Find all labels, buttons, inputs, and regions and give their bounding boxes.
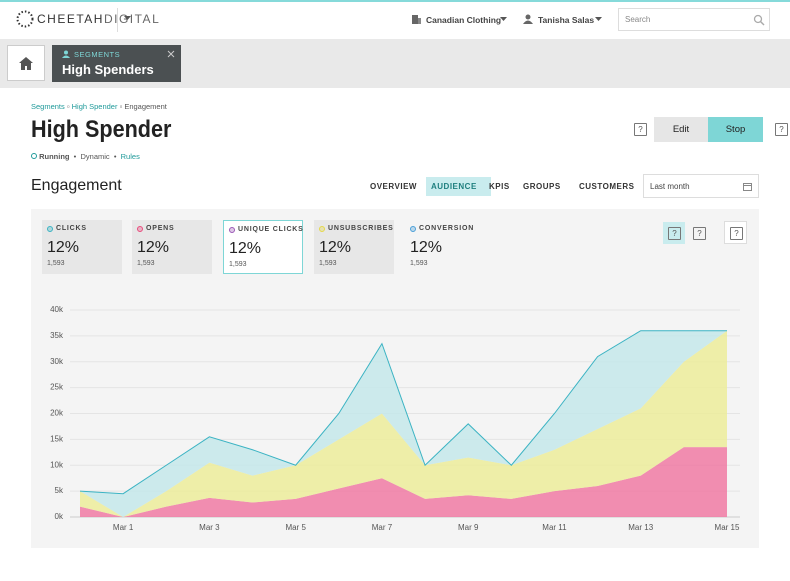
metric-card[interactable]: OPENS 12% 1,593 xyxy=(132,220,212,274)
x-tick-label: Mar 3 xyxy=(199,523,220,532)
breadcrumb: Segments ▫ High Spender ▫ Engagement xyxy=(31,102,167,111)
y-tick-label: 25k xyxy=(50,383,64,392)
metric-dot xyxy=(137,226,143,232)
metric-dot xyxy=(229,227,235,233)
metric-label: CLICKS xyxy=(56,225,87,232)
metric-card[interactable]: CLICKS 12% 1,593 xyxy=(42,220,122,274)
metric-dot xyxy=(410,226,416,232)
tab-label: SEGMENTS xyxy=(74,50,121,59)
building-icon xyxy=(412,15,421,24)
metric-card[interactable]: UNIQUE CLICKS 12% 1,593 xyxy=(223,220,303,274)
x-tick-label: Mar 5 xyxy=(285,523,306,532)
icon-button[interactable]: ? xyxy=(663,222,685,244)
metric-label: CONVERSION xyxy=(419,225,475,232)
x-tick-label: Mar 9 xyxy=(458,523,479,532)
metric-label: UNIQUE CLICKS xyxy=(238,226,304,233)
section-tab[interactable]: GROUPS xyxy=(523,182,561,191)
y-tick-label: 40k xyxy=(50,305,64,314)
area xyxy=(80,447,727,517)
metric-card[interactable]: UNSUBSCRIBES 12% 1,593 xyxy=(314,220,394,274)
metric-dot xyxy=(319,226,325,232)
y-tick-label: 5k xyxy=(55,486,64,495)
metric-value: 12% xyxy=(410,239,443,256)
y-tick-label: 15k xyxy=(50,434,64,443)
tab-title: High Spenders xyxy=(62,62,154,77)
tab-bar: SEGMENTS High Spenders xyxy=(0,39,790,88)
close-icon[interactable] xyxy=(167,50,175,58)
metric-dot xyxy=(47,226,53,232)
y-tick-label: 30k xyxy=(50,357,64,366)
caret[interactable] xyxy=(124,16,132,22)
y-tick-label: 20k xyxy=(50,409,64,418)
date-range: Last month xyxy=(650,182,690,191)
rules-link[interactable]: Rules xyxy=(120,152,140,161)
home-button[interactable] xyxy=(7,45,45,81)
logo-bold: CHEETAH xyxy=(37,12,104,26)
y-tick-label: 10k xyxy=(50,460,64,469)
section-tab[interactable]: OVERVIEW xyxy=(370,182,417,191)
y-tick-label: 0k xyxy=(55,512,64,521)
separator xyxy=(117,8,118,32)
x-tick-label: Mar 15 xyxy=(715,523,740,532)
section-title: Engagement xyxy=(31,177,122,194)
metric-count: 1,593 xyxy=(410,260,428,267)
metric-count: 1,593 xyxy=(47,260,65,267)
segment-kind: Dynamic xyxy=(80,152,110,161)
area xyxy=(80,330,727,517)
caret[interactable] xyxy=(595,17,603,23)
caret[interactable] xyxy=(500,17,508,23)
metric-count: 1,593 xyxy=(229,261,247,268)
metric-value: 12% xyxy=(137,239,170,256)
help-icon[interactable]: ? xyxy=(775,123,788,136)
section-tab[interactable]: CUSTOMERS xyxy=(579,182,635,191)
icon-button[interactable]: ? xyxy=(724,221,747,244)
help-icon: ? xyxy=(730,227,743,240)
section-tab[interactable]: KPIS xyxy=(489,182,510,191)
metric-value: 12% xyxy=(319,239,352,256)
crumb[interactable]: Segments xyxy=(31,102,65,111)
status: Running xyxy=(39,152,70,161)
metric-card[interactable]: CONVERSION 12% 1,593 xyxy=(405,220,485,274)
stop-button[interactable]: Stop xyxy=(708,117,763,142)
account-name[interactable]: Canadian Clothing xyxy=(426,15,502,25)
search-box[interactable]: Search xyxy=(618,8,770,31)
y-tick-label: 35k xyxy=(50,331,64,340)
metric-value: 12% xyxy=(47,239,80,256)
metric-count: 1,593 xyxy=(319,260,337,267)
x-tick-label: Mar 11 xyxy=(542,523,567,532)
crumb[interactable]: High Spender xyxy=(71,102,118,111)
area xyxy=(80,330,727,517)
metric-label: UNSUBSCRIBES xyxy=(328,225,394,232)
area-line xyxy=(79,330,727,495)
metric-label: OPENS xyxy=(146,225,175,232)
status-row: Running • Dynamic • Rules xyxy=(31,152,140,161)
logo-icon xyxy=(16,10,34,28)
search-icon xyxy=(753,14,765,26)
user-icon xyxy=(523,14,533,24)
segment-tab[interactable]: SEGMENTS High Spenders xyxy=(52,45,181,82)
x-tick-label: Mar 1 xyxy=(113,523,134,532)
help-icon: ? xyxy=(668,227,681,240)
section-tab[interactable]: AUDIENCE xyxy=(426,177,491,196)
date-picker[interactable]: Last month xyxy=(643,174,759,198)
help-icon[interactable]: ? xyxy=(693,227,706,240)
search-placeholder: Search xyxy=(625,15,651,24)
metric-count: 1,593 xyxy=(137,260,155,267)
crumb: Engagement xyxy=(124,102,167,111)
help-icon[interactable]: ? xyxy=(634,123,647,136)
metric-value: 12% xyxy=(229,240,262,257)
x-tick-label: Mar 13 xyxy=(628,523,653,532)
page-title: High Spender xyxy=(31,116,172,143)
edit-button[interactable]: Edit xyxy=(654,117,708,142)
top-bar: CHEETAHDIGITAL Canadian Clothing Tanisha… xyxy=(0,0,790,40)
user-name[interactable]: Tanisha Salas xyxy=(538,15,595,25)
x-tick-label: Mar 7 xyxy=(372,523,393,532)
